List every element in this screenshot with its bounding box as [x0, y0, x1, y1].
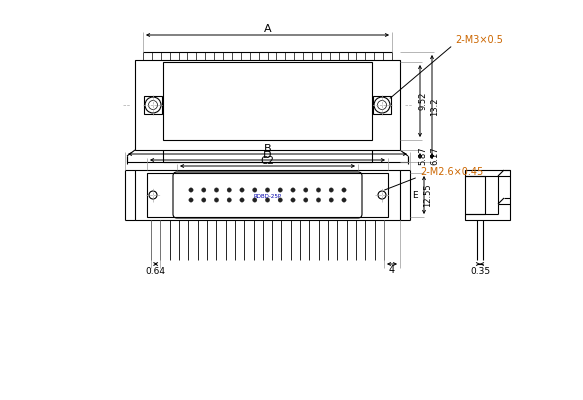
Circle shape	[202, 188, 206, 192]
Text: A: A	[264, 24, 271, 34]
Text: 0.35: 0.35	[470, 268, 490, 276]
Circle shape	[202, 198, 206, 202]
Text: 4: 4	[389, 265, 395, 275]
Circle shape	[342, 188, 346, 192]
Circle shape	[227, 188, 231, 192]
Circle shape	[215, 198, 219, 202]
Circle shape	[304, 198, 308, 202]
Circle shape	[252, 198, 257, 202]
Circle shape	[189, 198, 193, 202]
Text: E: E	[412, 190, 418, 200]
Text: 5.87: 5.87	[419, 147, 427, 165]
Circle shape	[317, 188, 321, 192]
Text: 0.64: 0.64	[146, 268, 166, 276]
Text: 2-M3×0.5: 2-M3×0.5	[455, 35, 503, 45]
Bar	[373, 96, 391, 114]
Text: RDBD-25P: RDBD-25P	[254, 194, 282, 200]
Text: C2: C2	[261, 156, 275, 166]
Circle shape	[278, 188, 282, 192]
Bar	[144, 96, 162, 114]
Circle shape	[329, 188, 333, 192]
Circle shape	[342, 198, 346, 202]
Circle shape	[265, 198, 270, 202]
Bar	[163, 62, 372, 140]
Circle shape	[189, 188, 193, 192]
Circle shape	[291, 198, 295, 202]
Circle shape	[304, 188, 308, 192]
Text: D: D	[264, 150, 272, 160]
Circle shape	[240, 188, 244, 192]
Circle shape	[329, 198, 333, 202]
Circle shape	[265, 188, 270, 192]
Text: 6.17: 6.17	[430, 147, 440, 165]
Circle shape	[215, 188, 219, 192]
Text: 13.2: 13.2	[430, 98, 440, 116]
Bar	[135, 60, 400, 150]
Text: 9.52: 9.52	[419, 92, 427, 110]
Circle shape	[252, 188, 257, 192]
Circle shape	[317, 198, 321, 202]
Text: 12.55: 12.55	[423, 183, 433, 207]
Bar	[147, 173, 388, 217]
Bar	[135, 170, 400, 220]
Text: B: B	[264, 144, 271, 154]
Circle shape	[278, 198, 282, 202]
Circle shape	[227, 198, 231, 202]
Text: 2-M2.6×0.45: 2-M2.6×0.45	[420, 167, 483, 177]
Circle shape	[291, 188, 295, 192]
Circle shape	[240, 198, 244, 202]
Bar	[465, 170, 510, 220]
